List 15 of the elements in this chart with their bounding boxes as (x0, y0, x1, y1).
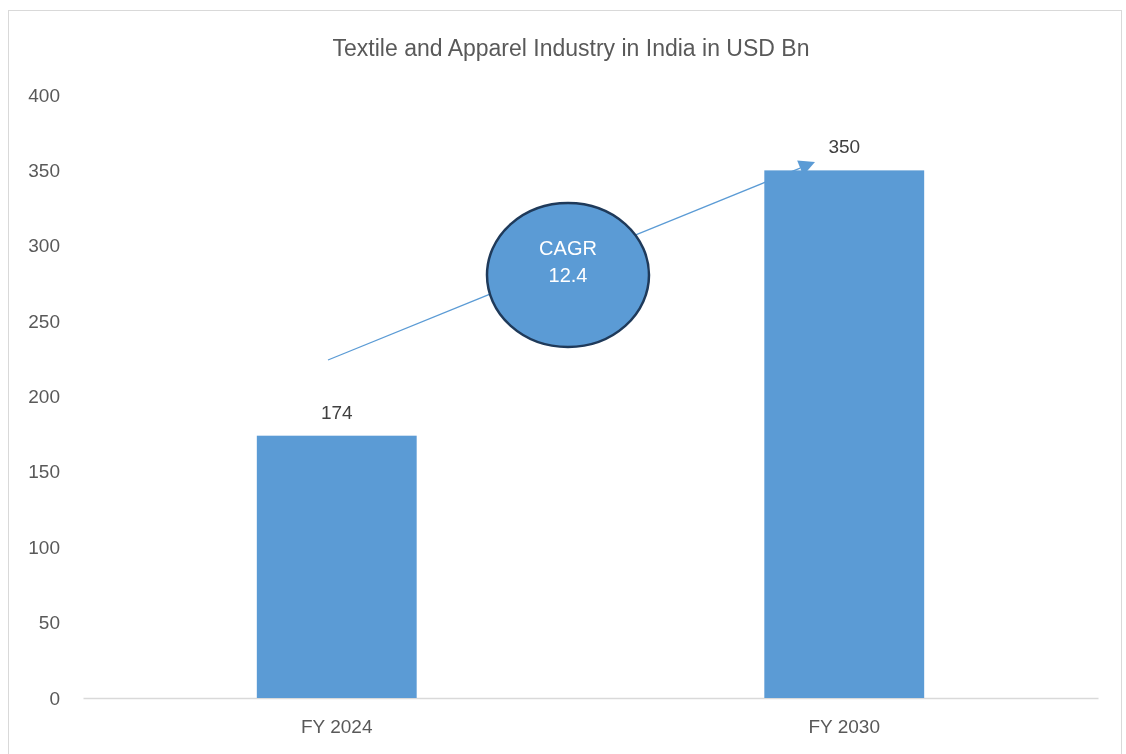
x-tick-label: FY 2024 (301, 716, 373, 738)
chart-title: Textile and Apparel Industry in India in USD Bn (332, 35, 810, 61)
data-label: 174 (320, 401, 354, 423)
y-tick-label: 150 (28, 461, 60, 483)
y-tick-label: 400 (28, 84, 60, 106)
y-tick-label: 300 (28, 235, 60, 257)
x-tick-label: FY 2030 (808, 716, 880, 738)
data-label: 350 (828, 136, 861, 158)
y-tick-label: 0 (49, 687, 60, 709)
y-tick-label: 50 (38, 612, 60, 634)
annotation: CAGR 12.4 (539, 237, 597, 286)
y-tick-label: 100 (28, 536, 60, 558)
y-tick-label: 250 (28, 310, 60, 332)
y-tick-label: 350 (28, 159, 60, 181)
y-tick-label: 200 (28, 386, 60, 408)
